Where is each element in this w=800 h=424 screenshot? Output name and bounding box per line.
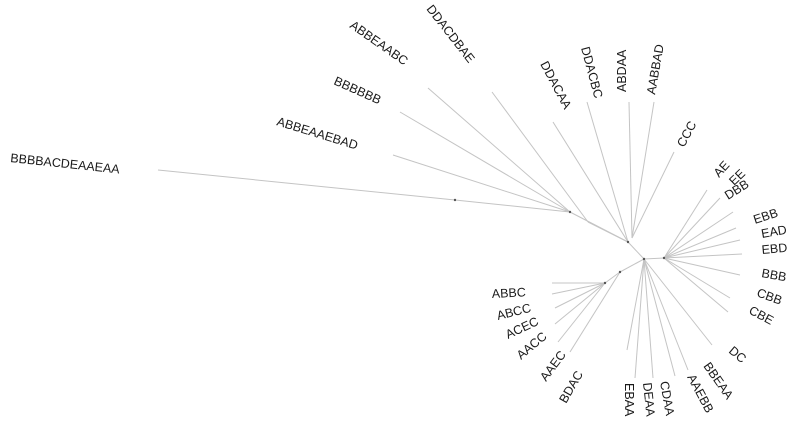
leaf-label: DBB — [722, 177, 751, 202]
branch — [569, 271, 621, 353]
branch — [663, 189, 708, 259]
leaf-label: DDACAA — [537, 59, 574, 112]
leaf-label: CCC — [674, 119, 699, 149]
branch — [663, 211, 734, 259]
leaf-label: DDACBC — [578, 45, 605, 100]
branch — [587, 221, 629, 243]
branch — [604, 271, 621, 284]
leaf-label: EBD — [761, 241, 788, 257]
branch — [634, 258, 645, 379]
branch — [631, 101, 655, 239]
branch — [491, 91, 589, 223]
branch — [626, 258, 645, 351]
branch — [554, 282, 606, 325]
branch — [643, 258, 689, 371]
leaf-label: EBAA — [622, 383, 636, 417]
branch — [628, 101, 633, 239]
branch — [663, 227, 737, 259]
branch — [552, 121, 629, 243]
branch — [557, 282, 606, 343]
internal-node — [568, 210, 572, 214]
leaf-label: AABBAD — [644, 43, 667, 95]
leaf-label: BBB — [760, 266, 787, 284]
internal-node — [662, 256, 666, 260]
leaf-label: DEAA — [640, 382, 658, 418]
internal-node — [642, 257, 646, 261]
leaf-label: AAEC — [537, 348, 569, 384]
leaf-label: BBBBACDEAAEAA — [10, 151, 121, 176]
branch — [627, 241, 645, 260]
branch — [663, 257, 731, 299]
leaf-label: CBB — [755, 286, 784, 308]
branch — [663, 239, 741, 259]
internal-node — [603, 281, 607, 285]
branch — [663, 257, 741, 276]
leaf-label: ABDAA — [615, 49, 629, 92]
leaf-label: BDAC — [556, 368, 585, 405]
branch — [631, 151, 675, 239]
branches — [157, 87, 743, 379]
leaf-labels: BBBBACDEAAEAA ABBEAAEBAD BBBBBB ABBEAABC… — [10, 2, 788, 418]
branch — [399, 111, 571, 213]
branch — [586, 101, 629, 243]
internal-node — [618, 270, 622, 274]
leaf-label: DC — [726, 344, 749, 366]
leaf-label: CBE — [747, 303, 776, 327]
branch — [454, 199, 571, 213]
internal-node — [453, 198, 457, 202]
branch — [643, 258, 654, 379]
branch — [392, 154, 571, 213]
branch — [663, 257, 729, 313]
leaf-label: ABBEAAEBAD — [275, 114, 359, 152]
branch — [643, 258, 676, 377]
internal-nodes — [453, 198, 666, 285]
leaf-label: EAD — [760, 223, 788, 241]
branch — [643, 258, 713, 346]
branch — [643, 257, 665, 260]
leaf-label: ABBEAABC — [347, 18, 410, 68]
branch — [663, 197, 721, 259]
branch — [554, 282, 606, 309]
leaf-label: ABBC — [491, 285, 526, 301]
leaf-label: DDACDBAE — [424, 2, 478, 65]
branch — [157, 169, 456, 201]
branch — [427, 87, 571, 213]
branch — [663, 253, 743, 259]
branch — [551, 282, 606, 295]
leaf-label: CDAA — [657, 380, 677, 417]
branch — [619, 258, 645, 273]
leaf-label: BBBBBB — [332, 74, 383, 107]
internal-node — [626, 240, 630, 244]
